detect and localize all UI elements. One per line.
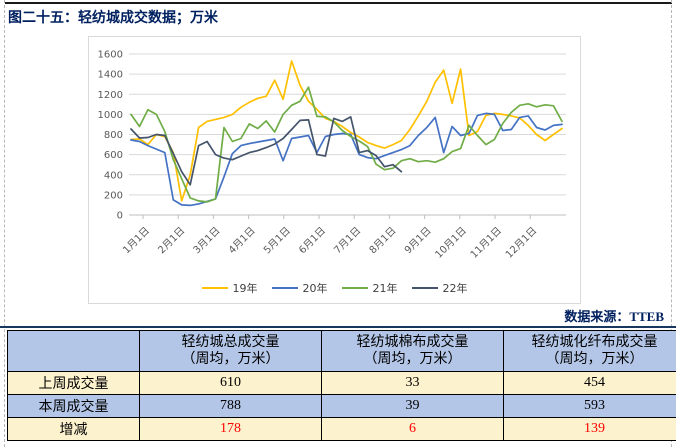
y-axis-label: 1400	[98, 70, 123, 81]
series-line-22年	[130, 116, 403, 186]
chart-legend: 19年 20年 21年 22年	[89, 277, 580, 299]
x-axis-label: 1月1日	[120, 225, 152, 257]
chart-svg: 0 200 400 600 800 1000 1200 1400 1600 1月1日 2月1日 3月1…	[98, 50, 566, 261]
page-break-border-right	[671, 0, 672, 447]
last-week-total-value: 610	[139, 371, 322, 395]
last-week-chemfiber-value: 454	[503, 371, 676, 395]
x-axis-label: 6月1日	[296, 225, 328, 257]
legend-item-19年: 19年	[201, 280, 258, 296]
x-axis-label: 5月1日	[261, 225, 293, 257]
legend-line-swatch	[201, 287, 228, 289]
volume-summary-table: 轻纺城总成交量 （周均，万米） 轻纺城棉布成交量 （周均，万米） 轻纺城化纤布成…	[7, 330, 676, 441]
page-top-rule	[5, 2, 672, 4]
legend-label: 20年	[302, 282, 328, 295]
legend-item-20年: 20年	[271, 280, 328, 296]
header-cell-cotton-volume: 轻纺城棉布成交量 （周均，万米）	[321, 330, 504, 372]
change-total-value: 178	[139, 417, 322, 441]
y-axis-label: 600	[104, 150, 123, 161]
legend-line-swatch	[411, 287, 438, 289]
y-axis-label: 200	[104, 190, 123, 201]
change-cotton-value: 6	[321, 417, 504, 441]
x-axis-label: 12月1日	[503, 225, 539, 261]
x-axis-label: 11月1日	[468, 225, 504, 261]
legend-label: 21年	[372, 282, 398, 295]
x-axis-label: 4月1日	[226, 225, 258, 257]
section-divider-rule	[0, 326, 676, 328]
x-axis-label: 8月1日	[367, 225, 399, 257]
data-source-label: 数据来源：TTEB	[564, 309, 664, 324]
this-week-chemfiber-value: 593	[503, 394, 676, 418]
header-cell-total-volume: 轻纺城总成交量 （周均，万米）	[139, 330, 322, 372]
y-axis-label: 1200	[98, 90, 123, 101]
legend-item-21年: 21年	[341, 280, 398, 296]
this-week-total-value: 788	[139, 394, 322, 418]
table-row-this-week: 本周成交量 788 39 593	[7, 394, 676, 418]
x-axis-label: 7月1日	[332, 225, 364, 257]
legend-label: 22年	[442, 282, 468, 295]
change-chemfiber-value: 139	[503, 417, 676, 441]
legend-label: 19年	[232, 282, 258, 295]
row-label-change: 增减	[7, 417, 140, 441]
table-row-last-week: 上周成交量 610 33 454	[7, 371, 676, 395]
transaction-line-chart: 0 200 400 600 800 1000 1200 1400 1600 1月1日 2月1日 3月1…	[88, 36, 581, 304]
table-row-change: 增减 178 6 139	[7, 417, 676, 441]
header-cell-empty	[7, 330, 140, 372]
y-axis-label: 0	[117, 211, 123, 222]
y-axis-label: 800	[104, 130, 123, 141]
legend-line-swatch	[341, 287, 368, 289]
legend-line-swatch	[271, 287, 298, 289]
header-cell-chemfiber-volume: 轻纺城化纤布成交量 （周均，万米）	[503, 330, 676, 372]
x-axis-label: 2月1日	[156, 225, 188, 257]
row-label-last-week: 上周成交量	[7, 371, 140, 395]
x-axis-label: 3月1日	[191, 225, 223, 257]
x-axis-label: 9月1日	[402, 225, 434, 257]
legend-item-22年: 22年	[411, 280, 468, 296]
y-axis-label: 1000	[98, 110, 123, 121]
y-axis-label: 1600	[98, 50, 123, 61]
table-header-row: 轻纺城总成交量 （周均，万米） 轻纺城棉布成交量 （周均，万米） 轻纺城化纤布成…	[7, 330, 676, 372]
y-axis-label: 400	[104, 170, 123, 181]
x-axis-label: 10月1日	[433, 225, 469, 261]
this-week-cotton-value: 39	[321, 394, 504, 418]
row-label-this-week: 本周成交量	[7, 394, 140, 418]
page-title: 图二十五：轻纺城成交数据；万米	[8, 11, 218, 26]
series-line-21年	[130, 86, 563, 203]
series-line-19年	[130, 60, 563, 202]
page-break-border-left	[4, 0, 5, 447]
last-week-cotton-value: 33	[321, 371, 504, 395]
